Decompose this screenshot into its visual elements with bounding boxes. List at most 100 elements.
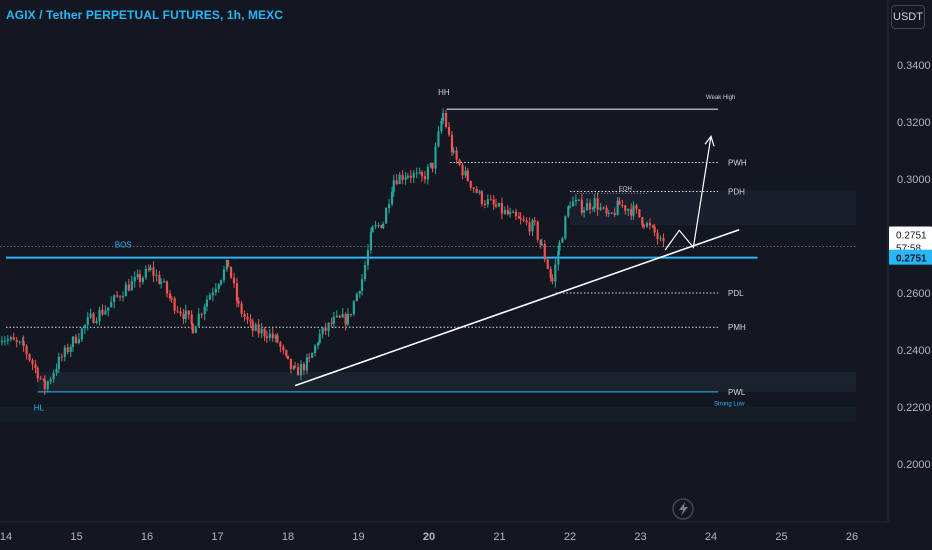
candle-body [324, 327, 327, 331]
candle-body [525, 220, 528, 223]
candle-body [536, 221, 539, 240]
candle-body [517, 216, 521, 219]
candle-body [77, 339, 80, 344]
candle-body [286, 355, 290, 359]
candle-body [127, 284, 130, 291]
candle-body [80, 328, 83, 340]
candle-body [434, 146, 437, 169]
candle-body [540, 243, 543, 246]
candle-body [418, 172, 421, 174]
candle-body [355, 293, 358, 302]
candle-body [299, 364, 303, 376]
candle-body [635, 205, 638, 210]
candle-body [226, 259, 230, 267]
candle-body [642, 225, 646, 227]
projection-arrowhead [704, 134, 715, 147]
candle-body [28, 354, 31, 361]
candle-body [380, 224, 383, 228]
candle-body [613, 212, 616, 215]
candle-body [184, 310, 187, 319]
candle-body [651, 225, 655, 227]
candle-body [187, 310, 190, 315]
candle-body [232, 277, 236, 284]
candle-body [483, 203, 486, 205]
candle-body [46, 381, 49, 390]
annotation-eqh: EQH [619, 186, 632, 192]
candle-body [528, 222, 531, 232]
candle-body [147, 268, 150, 271]
candle-body [374, 225, 377, 227]
candle-body [60, 356, 63, 358]
candle-body [338, 315, 341, 318]
candle-body [522, 219, 525, 221]
candle-body [332, 316, 335, 324]
candle-body [110, 302, 113, 308]
candle-body [508, 212, 512, 215]
candle-body [18, 341, 21, 343]
candle-body [71, 336, 75, 347]
candle-body [503, 210, 506, 214]
candle-body [225, 259, 229, 270]
candle-body [429, 162, 432, 167]
y-tick-label: 0.2400 [897, 345, 931, 357]
candle-body [289, 358, 293, 370]
lightning-icon[interactable] [672, 498, 694, 520]
candle-body [9, 337, 12, 340]
level-label: Weak High [706, 95, 735, 101]
candle-body [251, 321, 254, 331]
candle-body [165, 281, 169, 294]
candle-body [229, 266, 233, 278]
candle-body [311, 352, 314, 358]
x-tick-label: 15 [70, 531, 82, 543]
candle-body [104, 310, 107, 315]
candle-body [182, 313, 185, 319]
candle-body [74, 336, 78, 344]
candle-body [254, 324, 257, 331]
x-tick-label: 20 [423, 531, 435, 543]
candle-body [316, 343, 320, 346]
candle-body [458, 159, 461, 165]
candle-body [86, 317, 89, 325]
candle-body [12, 337, 15, 340]
candle-body [641, 217, 644, 226]
candle-body [387, 204, 391, 208]
candle-body [431, 162, 434, 169]
candle-body [282, 346, 285, 351]
candle-body [583, 210, 586, 213]
candle-body [318, 334, 321, 344]
candle-body [591, 207, 595, 210]
candle-body [469, 180, 472, 188]
candle-body [152, 267, 155, 276]
candle-body [627, 209, 630, 211]
candle-body [170, 298, 173, 300]
currency-selector[interactable]: USDT [891, 5, 925, 29]
candle-body [412, 173, 415, 178]
candle-body [409, 175, 412, 178]
candle-body [543, 243, 546, 260]
candle-body [222, 269, 226, 281]
annotation-hl: HL [34, 403, 45, 412]
candle-body [420, 172, 424, 177]
candle-body [133, 276, 136, 282]
x-tick-label: 18 [282, 531, 294, 543]
candle-body [173, 298, 176, 311]
candle-body [645, 222, 649, 227]
candle-body [475, 188, 478, 193]
candle-body [260, 328, 263, 334]
candle-body [34, 364, 37, 368]
candle-body [116, 295, 119, 297]
y-tick-label: 0.3200 [897, 117, 931, 129]
candle-body [3, 340, 6, 342]
candle-body [549, 268, 552, 278]
candle-body [57, 356, 60, 369]
x-tick-label: 19 [352, 531, 364, 543]
candle-body [308, 357, 311, 359]
candle-body [486, 199, 489, 205]
candle-body [450, 134, 454, 153]
candle-body [293, 366, 297, 368]
candle-body [25, 346, 28, 355]
candle-body [0, 340, 4, 343]
candle-body [369, 232, 373, 251]
candle-body [466, 170, 469, 181]
